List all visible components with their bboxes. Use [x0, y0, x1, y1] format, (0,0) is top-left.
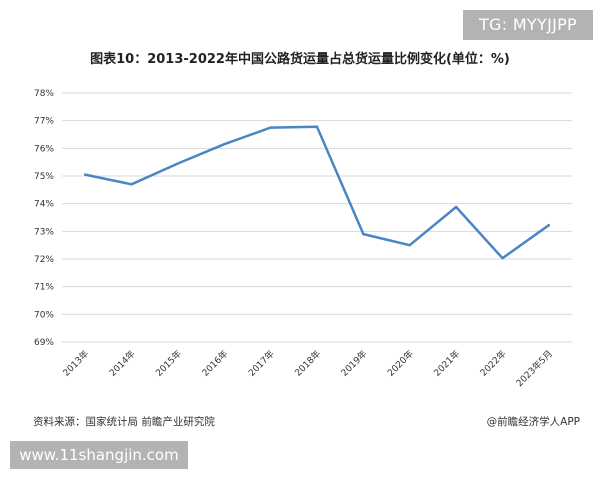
- data-point: [176, 162, 180, 165]
- x-tick-label: 2016年: [199, 348, 230, 379]
- source-note: 资料来源：国家统计局 前瞻产业研究院: [33, 416, 215, 428]
- x-tick-label: 2022年: [478, 348, 509, 379]
- y-tick-label: 70%: [34, 310, 54, 320]
- y-tick-label: 73%: [34, 227, 54, 237]
- x-axis-ticks: 2013年 2014年 2015年 2016年 2017年 2018年 2019年 2020年…: [60, 348, 555, 389]
- data-point: [269, 126, 272, 129]
- y-axis-ticks: 69% 70% 71% 72% 73% 74% 75% 76% 77% 78%: [34, 89, 54, 348]
- y-tick-label: 77%: [34, 117, 54, 127]
- y-tick-label: 74%: [34, 200, 54, 210]
- data-point: [130, 183, 133, 186]
- grid-lines: [62, 92, 572, 343]
- y-tick-label: 69%: [34, 338, 54, 348]
- x-tick-label: 2019年: [338, 348, 369, 379]
- data-point: [501, 256, 504, 260]
- data-point: [454, 205, 458, 209]
- x-tick-label: 2013年: [60, 348, 91, 379]
- x-tick-label: 2018年: [292, 348, 323, 379]
- x-tick-label: 2017年: [246, 348, 277, 379]
- data-point: [223, 142, 226, 146]
- x-tick-label: 2023年5月: [513, 348, 554, 389]
- series-layer: [83, 125, 551, 260]
- series-line: [83, 125, 551, 260]
- data-point: [362, 232, 365, 236]
- data-point: [547, 224, 551, 227]
- x-tick-label: 2015年: [153, 348, 184, 379]
- chart-title: 图表10：2013-2022年中国公路货运量占总货运量比例变化(单位：%): [90, 52, 510, 67]
- watermark-badge: TG: MYYJJPP: [463, 10, 593, 40]
- y-tick-label: 71%: [34, 283, 54, 293]
- y-tick-label: 72%: [34, 255, 54, 265]
- data-point: [408, 243, 411, 247]
- brand-credit: @前瞻经济学人APP: [486, 416, 580, 428]
- data-point: [315, 125, 319, 128]
- y-tick-label: 78%: [34, 89, 54, 99]
- footer-url-badge: www.11shangjin.com: [10, 441, 188, 469]
- y-tick-label: 76%: [34, 144, 54, 154]
- y-tick-label: 75%: [34, 172, 54, 182]
- x-tick-label: 2020年: [385, 348, 416, 379]
- data-point: [83, 173, 87, 176]
- x-tick-label: 2021年: [431, 348, 462, 379]
- x-tick-label: 2014年: [107, 348, 138, 379]
